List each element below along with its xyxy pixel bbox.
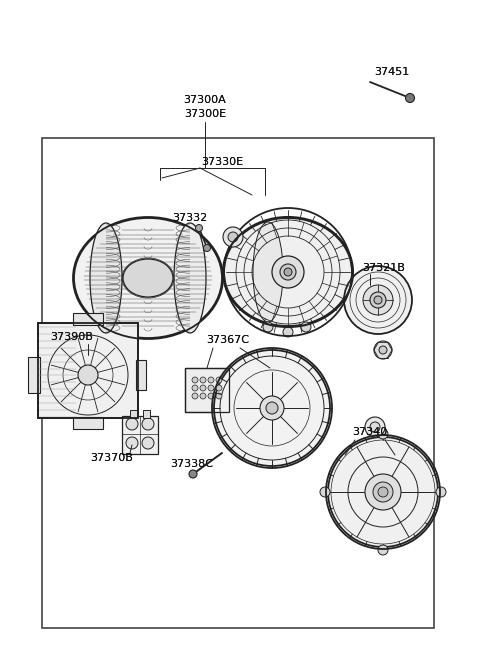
Circle shape: [283, 327, 293, 337]
Circle shape: [195, 225, 203, 231]
Circle shape: [378, 487, 388, 497]
Text: 37370B: 37370B: [91, 453, 133, 463]
Bar: [136, 360, 146, 390]
Circle shape: [266, 402, 278, 414]
Bar: [185, 368, 229, 412]
Circle shape: [214, 350, 330, 466]
Bar: [73, 313, 103, 325]
Circle shape: [374, 341, 392, 359]
Circle shape: [436, 487, 446, 497]
Circle shape: [374, 296, 382, 304]
Circle shape: [344, 266, 412, 334]
Circle shape: [378, 545, 388, 555]
Text: 37451: 37451: [374, 67, 409, 77]
Text: 37300A: 37300A: [184, 95, 227, 105]
Bar: [42, 138, 434, 628]
Bar: [28, 357, 40, 393]
Circle shape: [189, 470, 197, 478]
Circle shape: [208, 393, 214, 399]
Circle shape: [216, 377, 222, 383]
Text: 37332: 37332: [172, 213, 208, 223]
Circle shape: [370, 292, 386, 308]
Circle shape: [301, 322, 311, 332]
Circle shape: [228, 232, 238, 242]
Circle shape: [142, 418, 154, 430]
Text: 37390B: 37390B: [50, 332, 94, 342]
Circle shape: [263, 322, 273, 332]
Circle shape: [373, 482, 393, 502]
Text: 37370B: 37370B: [91, 453, 133, 463]
Circle shape: [200, 393, 206, 399]
Text: 37300A: 37300A: [184, 95, 227, 105]
Circle shape: [406, 94, 415, 102]
Circle shape: [223, 227, 243, 247]
Bar: [73, 417, 103, 429]
Circle shape: [378, 429, 388, 439]
Circle shape: [126, 437, 138, 449]
Circle shape: [370, 422, 380, 432]
Bar: [185, 368, 229, 412]
Text: 37300E: 37300E: [184, 109, 226, 119]
Bar: [122, 416, 158, 454]
Circle shape: [142, 437, 154, 449]
Circle shape: [126, 418, 138, 430]
Circle shape: [320, 487, 330, 497]
Circle shape: [200, 385, 206, 391]
Text: 37330E: 37330E: [201, 157, 243, 167]
Ellipse shape: [253, 222, 283, 322]
Bar: [130, 410, 137, 418]
Text: 37367C: 37367C: [206, 335, 250, 345]
Circle shape: [208, 385, 214, 391]
Text: 37451: 37451: [374, 67, 409, 77]
Bar: [143, 410, 150, 418]
Circle shape: [260, 396, 284, 420]
Circle shape: [284, 268, 292, 276]
Ellipse shape: [123, 259, 173, 297]
Text: 37340: 37340: [352, 427, 388, 437]
Text: 37330E: 37330E: [201, 157, 243, 167]
Ellipse shape: [174, 223, 206, 333]
Bar: [38, 323, 138, 418]
Circle shape: [208, 377, 214, 383]
Circle shape: [78, 365, 98, 385]
Circle shape: [192, 393, 198, 399]
Circle shape: [328, 437, 438, 547]
Text: 37367C: 37367C: [206, 335, 250, 345]
Text: 37340: 37340: [352, 427, 388, 437]
Circle shape: [216, 385, 222, 391]
Ellipse shape: [224, 218, 352, 326]
Text: 37390B: 37390B: [50, 332, 94, 342]
Ellipse shape: [90, 223, 122, 333]
Text: 37321B: 37321B: [362, 263, 405, 273]
Circle shape: [204, 244, 211, 252]
Circle shape: [365, 417, 385, 437]
Circle shape: [200, 377, 206, 383]
Circle shape: [272, 256, 304, 288]
Text: 37321B: 37321B: [362, 263, 405, 273]
Text: 37300E: 37300E: [184, 109, 226, 119]
Text: 37338C: 37338C: [170, 459, 214, 469]
Circle shape: [192, 377, 198, 383]
Text: 37338C: 37338C: [170, 459, 214, 469]
Circle shape: [192, 385, 198, 391]
Circle shape: [365, 474, 401, 510]
Circle shape: [379, 346, 387, 354]
Ellipse shape: [74, 218, 222, 338]
Circle shape: [216, 393, 222, 399]
Circle shape: [363, 285, 393, 315]
Bar: [38, 323, 138, 418]
Circle shape: [280, 264, 296, 280]
Text: 37332: 37332: [172, 213, 208, 223]
